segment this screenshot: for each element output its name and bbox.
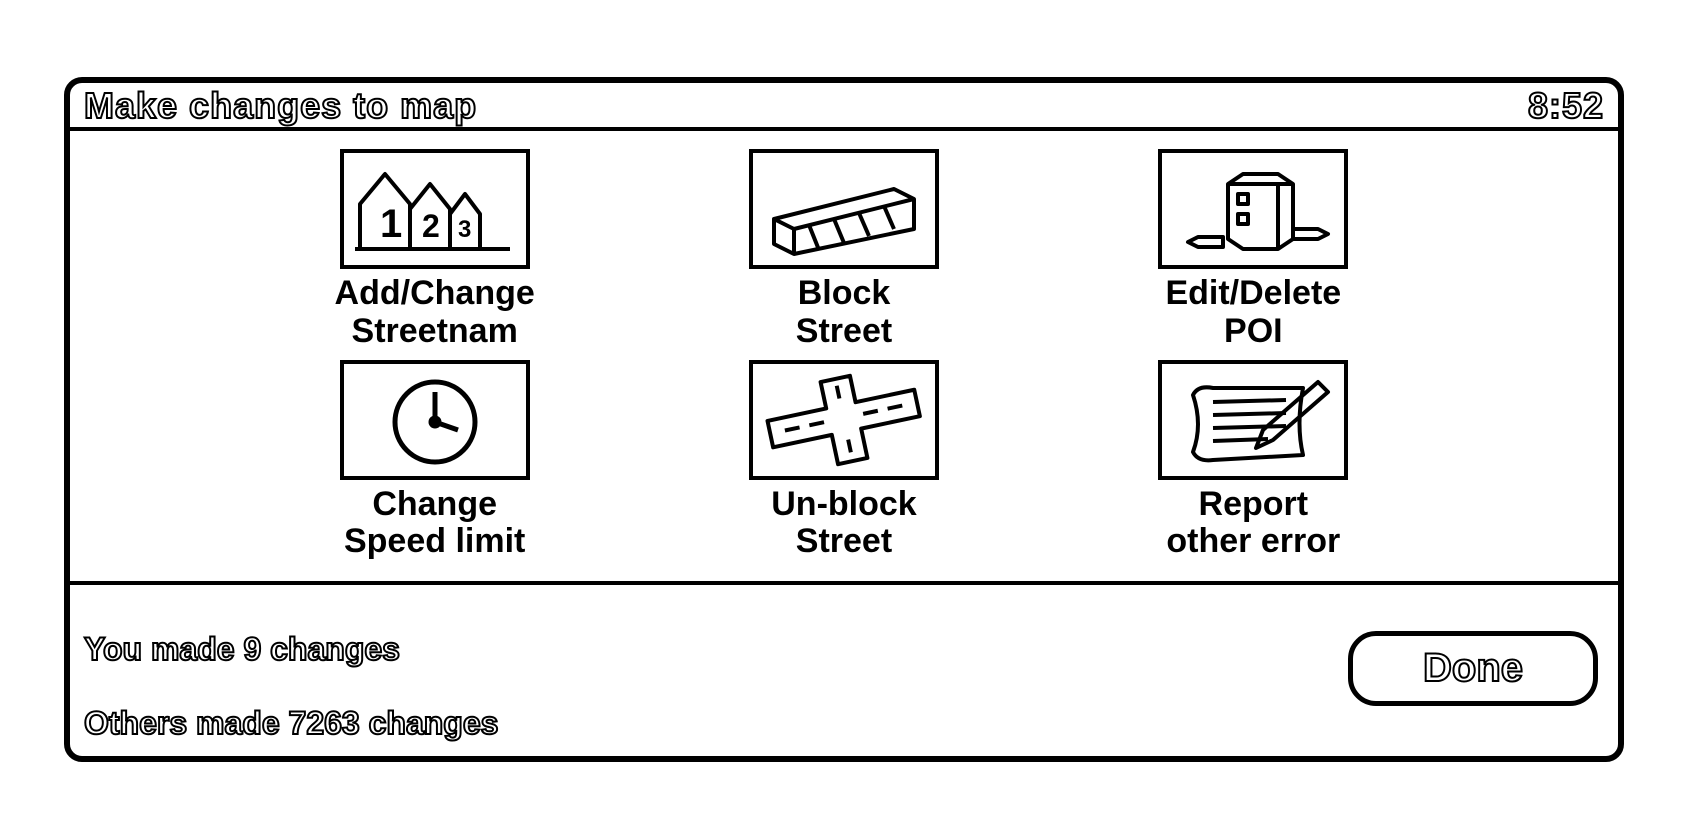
- menu-grid: 1 2 3 Add/Change Streetnam: [70, 127, 1618, 585]
- titlebar: Make changes to map 8:52: [70, 83, 1618, 127]
- menu-label: Edit/Delete POI: [1165, 275, 1341, 350]
- clock-icon: [340, 360, 530, 480]
- menu-unblock-street[interactable]: Un-block Street: [749, 360, 939, 561]
- menu-label: Change Speed limit: [344, 486, 525, 561]
- svg-text:3: 3: [458, 216, 471, 243]
- svg-text:1: 1: [380, 202, 402, 246]
- device-frame: Make changes to map 8:52 1 2 3 Add/C: [64, 77, 1624, 762]
- done-button[interactable]: Done: [1348, 631, 1598, 706]
- barrier-icon: [749, 149, 939, 269]
- menu-edit-delete-poi[interactable]: Edit/Delete POI: [1158, 149, 1348, 350]
- menu-label: Report other error: [1166, 486, 1340, 561]
- status-line-2: Others made 7263 changes: [84, 705, 498, 741]
- note-pencil-icon: [1158, 360, 1348, 480]
- menu-label: Un-block Street: [771, 486, 916, 561]
- status-text: You made 9 changes Others made 7263 chan…: [84, 595, 498, 742]
- menu-report-other-error[interactable]: Report other error: [1158, 360, 1348, 561]
- menu-change-speed-limit[interactable]: Change Speed limit: [340, 360, 530, 561]
- menu-label: Block Street: [796, 275, 892, 350]
- poi-wrench-icon: [1158, 149, 1348, 269]
- page-title: Make changes to map: [84, 85, 477, 127]
- status-line-1: You made 9 changes: [84, 631, 400, 667]
- svg-text:2: 2: [422, 208, 440, 244]
- houses-123-icon: 1 2 3: [340, 149, 530, 269]
- footer: You made 9 changes Others made 7263 chan…: [70, 585, 1618, 756]
- menu-label: Add/Change Streetnam: [335, 275, 535, 350]
- menu-block-street[interactable]: Block Street: [749, 149, 939, 350]
- clock: 8:52: [1528, 85, 1604, 127]
- intersection-icon: [749, 360, 939, 480]
- menu-add-change-streetname[interactable]: 1 2 3 Add/Change Streetnam: [335, 149, 535, 350]
